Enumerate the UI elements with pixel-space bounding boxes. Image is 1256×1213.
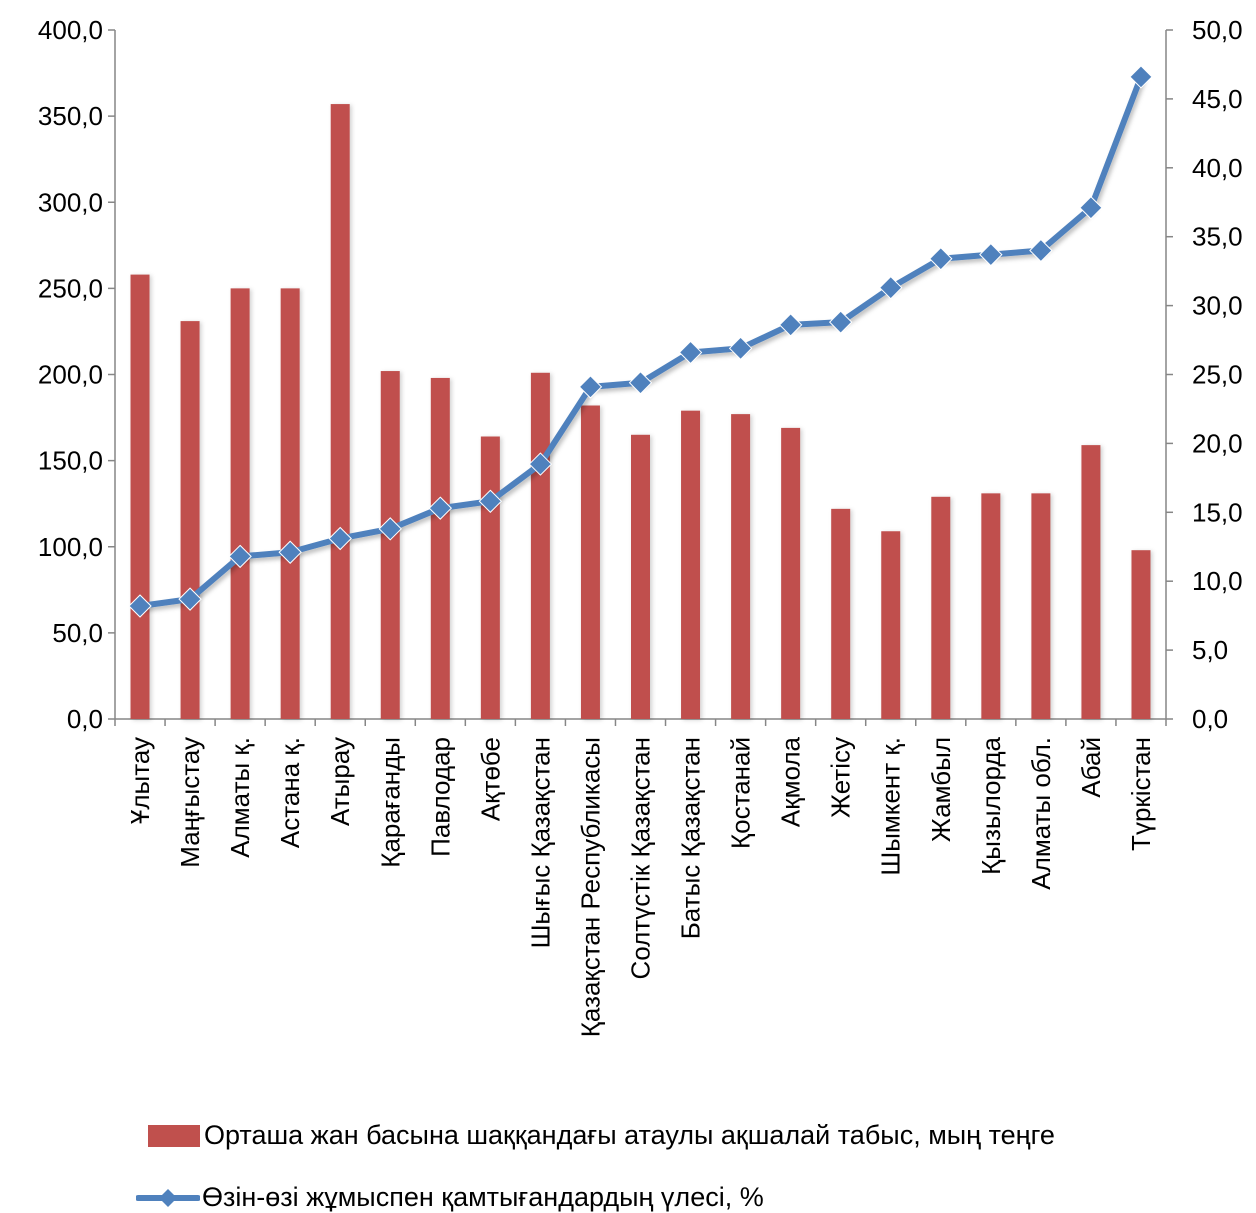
line-point <box>378 517 402 541</box>
x-category-label: Батыс Қазақстан <box>676 737 706 939</box>
x-category-label: Ақмола <box>776 736 806 827</box>
x-category-label: Алматы қ. <box>225 737 255 858</box>
bar <box>681 410 701 719</box>
x-category-label: Атырау <box>325 737 355 826</box>
right-y-tick-label: 50,0 <box>1192 15 1243 45</box>
legend-line-swatch <box>136 1188 200 1207</box>
legend-line-label: Өзін-өзі жұмыспен қамтығандардың үлесі, … <box>202 1182 764 1212</box>
x-category-label: Қазақстан Республикасы <box>575 737 605 1037</box>
left-y-tick-label: 300,0 <box>38 187 103 217</box>
line-point <box>628 371 653 395</box>
line-point <box>528 452 553 476</box>
bar <box>1031 493 1051 719</box>
legend-item-line-series: Өзін-өзі жұмыспен қамтығандардың үлесі, … <box>136 1182 764 1213</box>
right-y-tick-label: 25,0 <box>1192 360 1243 390</box>
line-series <box>128 65 1153 618</box>
left-y-tick-label: 200,0 <box>38 360 103 390</box>
line-point <box>228 544 252 569</box>
x-category-label: Солтүстік Қазақстан <box>626 737 656 980</box>
bar <box>380 371 400 719</box>
line-point <box>128 594 152 618</box>
bar <box>580 405 600 719</box>
right-y-tick-label: 35,0 <box>1192 222 1243 252</box>
line-point <box>929 247 953 271</box>
right-y-tick-label: 45,0 <box>1192 84 1243 114</box>
x-category-label: Ұлытау <box>125 737 155 824</box>
left-y-tick-label: 400,0 <box>38 15 103 45</box>
line-point <box>678 340 703 365</box>
right-y-tick-label: 15,0 <box>1192 497 1243 527</box>
line-point <box>1079 196 1103 220</box>
line-point <box>478 489 503 513</box>
line-point <box>778 313 803 337</box>
legend-bar-label: Орташа жан басына шаққандағы атаулы ақша… <box>204 1120 1055 1150</box>
line-point <box>1029 238 1053 263</box>
x-category-label: Шығыс Қазақстан <box>525 737 555 948</box>
bar <box>1081 445 1101 719</box>
left-y-tick-label: 50,0 <box>52 618 103 648</box>
line-point <box>578 375 603 399</box>
line-point <box>178 587 202 611</box>
bar <box>831 508 851 719</box>
x-category-label: Алматы обл. <box>1026 737 1056 890</box>
bar <box>480 436 500 719</box>
right-y-tick-label: 0,0 <box>1192 704 1228 734</box>
left-y-tick-label: 250,0 <box>38 273 103 303</box>
line-point <box>328 526 352 551</box>
x-category-label: Абай <box>1076 737 1106 798</box>
left-y-tick-label: 0,0 <box>67 704 103 734</box>
bar <box>781 427 801 719</box>
combo-chart: 0,0 50,0 100,0 150,0 200,0 250,0 300,0 350,0 400… <box>38 15 1243 1037</box>
right-y-tick-label: 30,0 <box>1192 291 1243 321</box>
bar <box>180 321 200 719</box>
x-category-label: Түркістан <box>1126 737 1156 851</box>
x-category-label: Жамбыл <box>926 737 956 842</box>
line-point <box>728 336 753 361</box>
right-y-tick-label: 40,0 <box>1192 153 1243 183</box>
axis-labels: 0,0 50,0 100,0 150,0 200,0 250,0 300,0 350,0 400… <box>38 15 1243 1037</box>
left-y-tick-label: 150,0 <box>38 446 103 476</box>
line-point <box>428 496 453 520</box>
left-y-tick-label: 100,0 <box>38 532 103 562</box>
bar <box>530 372 550 719</box>
bar <box>931 496 951 719</box>
bar <box>130 274 150 719</box>
bar <box>1131 550 1151 719</box>
legend-item-bar-series: Орташа жан басына шаққандағы атаулы ақша… <box>148 1120 1055 1151</box>
line-point <box>828 310 853 334</box>
x-category-label: Қарағанды <box>375 737 405 868</box>
x-category-label: Қызылорда <box>976 736 1006 874</box>
bar <box>330 104 350 719</box>
line-point <box>1129 65 1153 89</box>
bar <box>230 288 250 719</box>
right-y-tick-label: 20,0 <box>1192 428 1243 458</box>
right-y-tick-label: 5,0 <box>1192 635 1228 665</box>
x-category-label: Шымкент қ. <box>876 737 906 876</box>
x-category-label: Қостанай <box>726 737 756 849</box>
line-point <box>278 540 302 564</box>
line-point <box>979 242 1003 267</box>
x-category-label: Жетісу <box>826 737 856 818</box>
left-y-tick-label: 350,0 <box>38 101 103 131</box>
bar <box>881 531 901 719</box>
right-y-tick-label: 10,0 <box>1192 566 1243 596</box>
x-category-label: Павлодар <box>425 737 455 857</box>
bar <box>430 377 450 719</box>
line-point <box>879 275 903 300</box>
bar <box>981 493 1001 719</box>
legend-bar-swatch <box>148 1124 200 1147</box>
bar <box>731 414 751 719</box>
x-category-label: Астана қ. <box>275 737 305 848</box>
x-category-label: Маңғыстау <box>175 737 205 868</box>
bar <box>280 288 300 719</box>
x-category-label: Ақтөбе <box>475 737 505 821</box>
bar-series <box>130 104 1151 719</box>
bar <box>631 434 650 719</box>
